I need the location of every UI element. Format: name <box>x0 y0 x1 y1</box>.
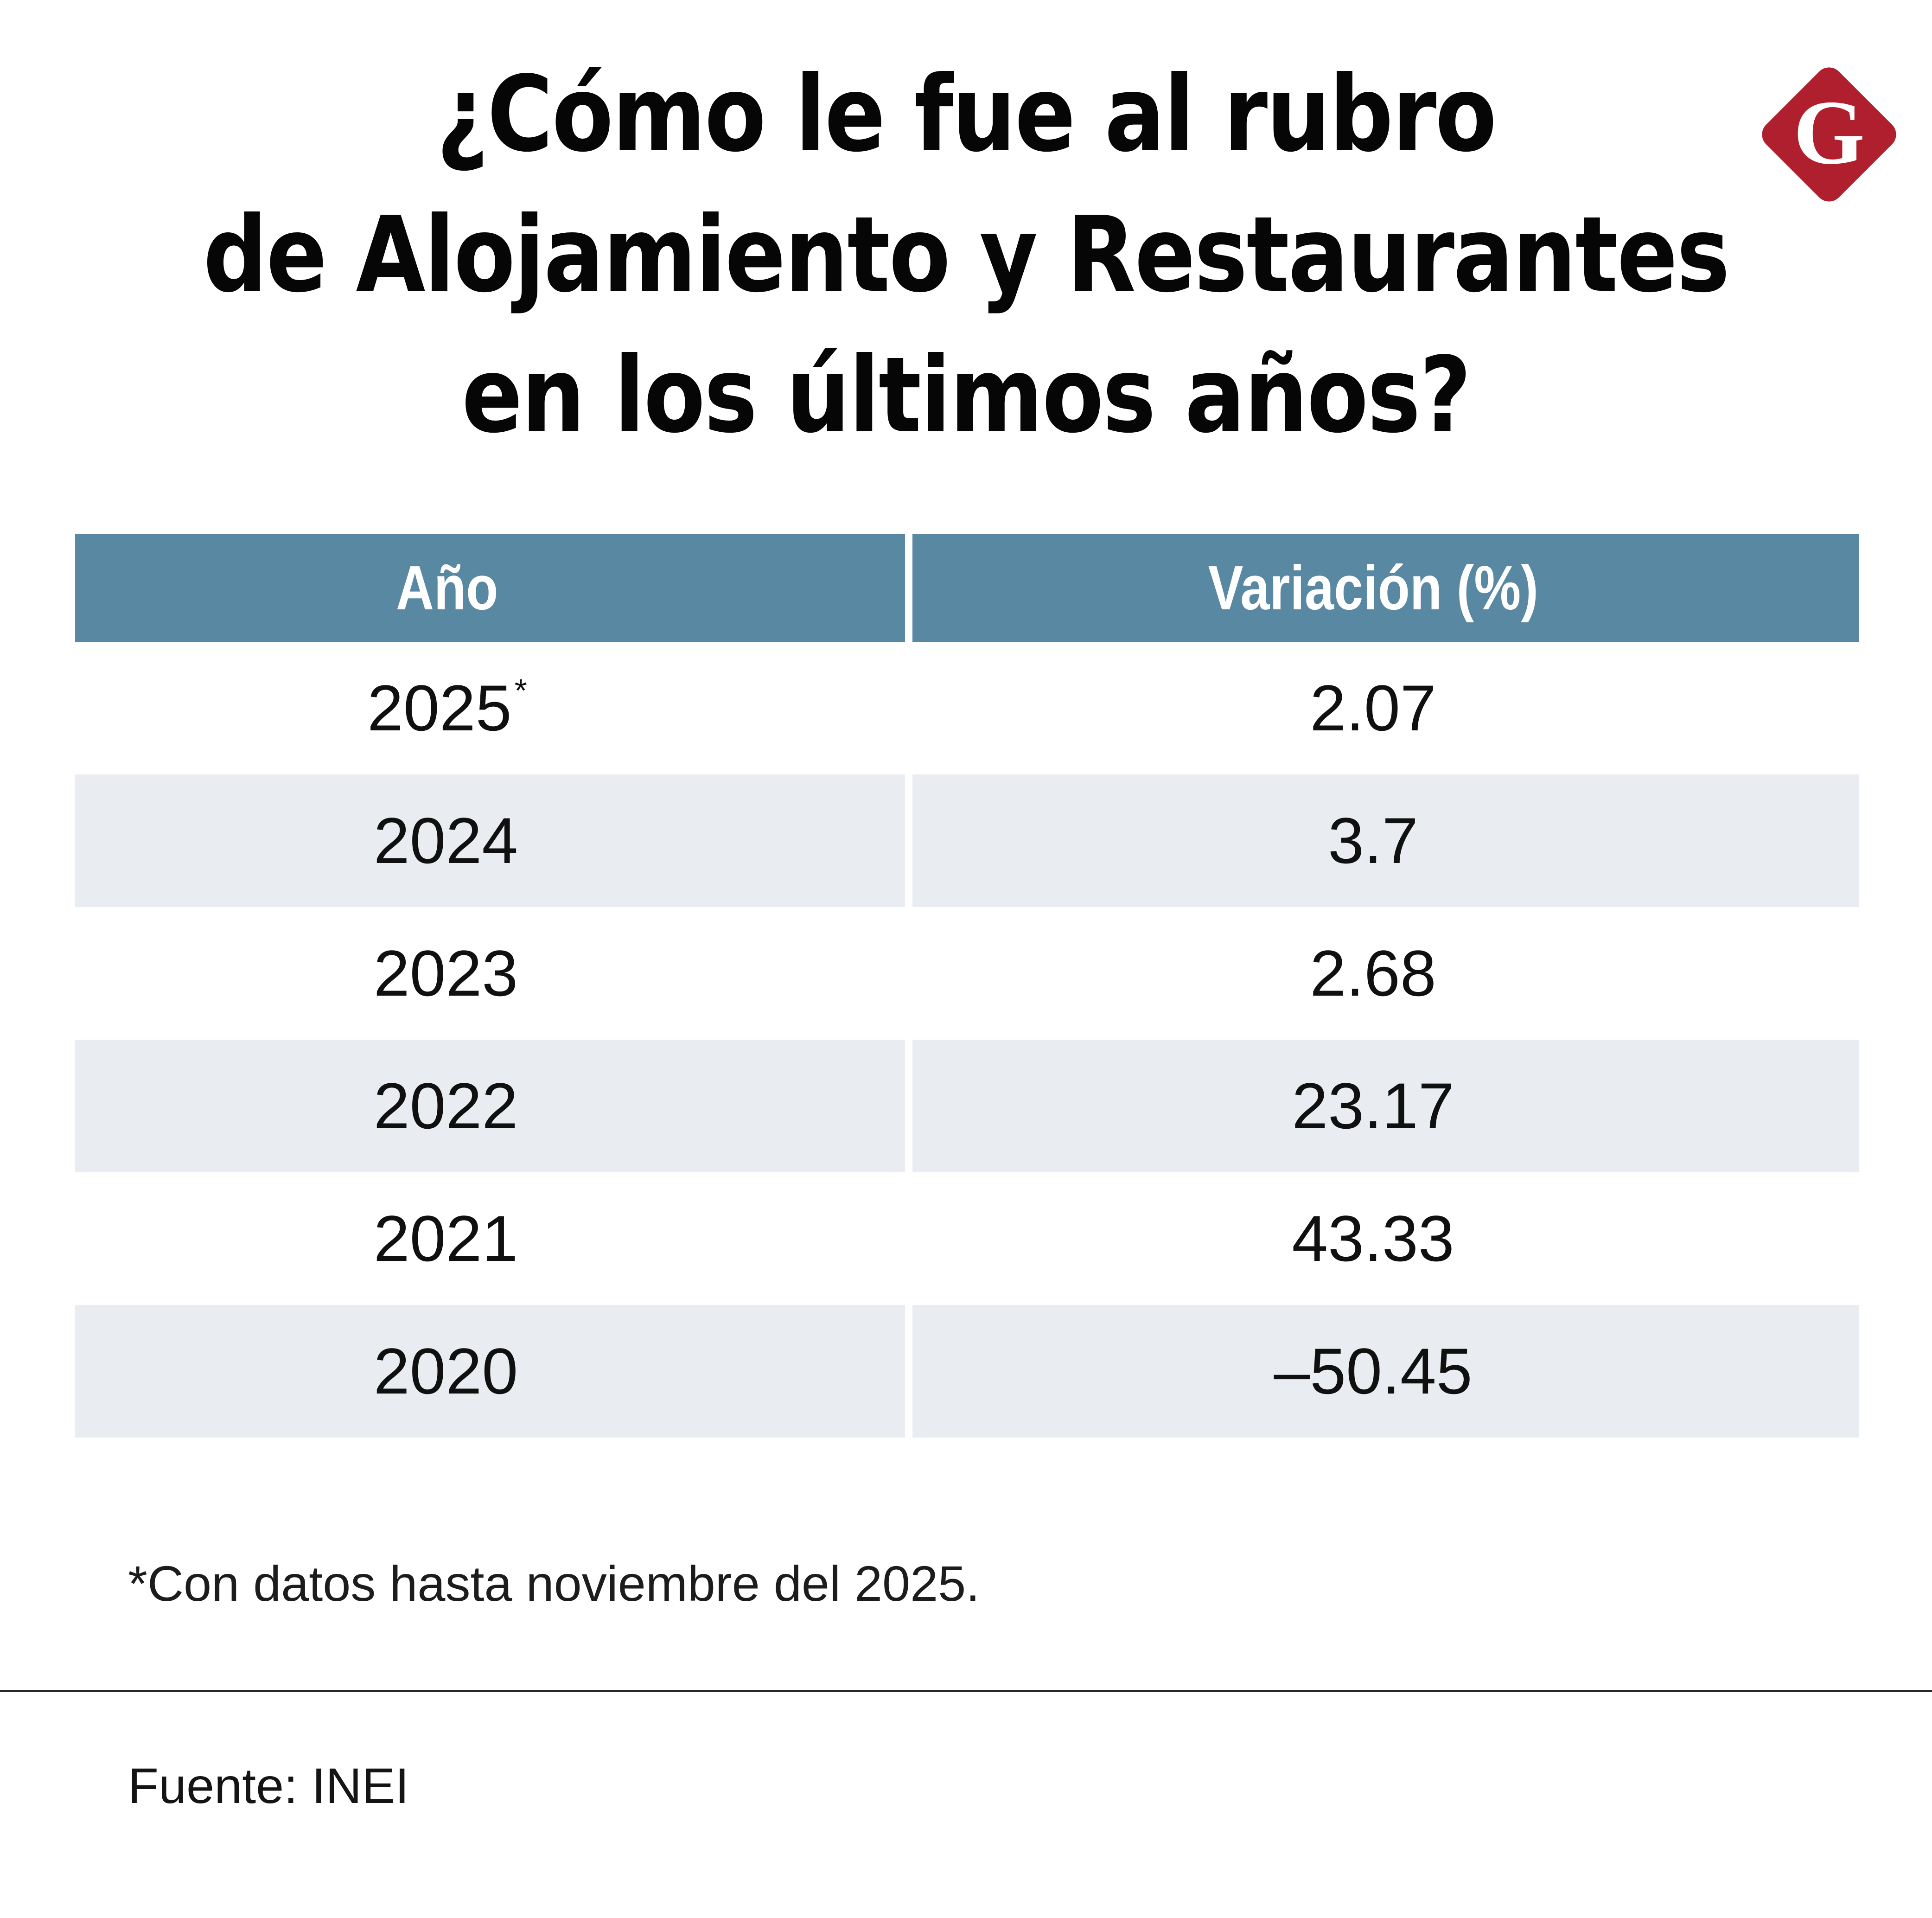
year-cell: 2024 <box>75 774 905 907</box>
table-row: 2022 23.17 <box>75 1040 1859 1172</box>
table-row: 2020 –50.45 <box>75 1305 1859 1438</box>
table-row: 2023 2.68 <box>75 907 1859 1040</box>
column-header-variation: Variación (%) <box>912 534 1859 642</box>
year-cell: 2020 <box>75 1305 905 1438</box>
title-line-3: en los últimos años? <box>461 335 1472 456</box>
table-row: 2024 3.7 <box>75 774 1859 907</box>
variation-cell: 43.33 <box>1292 1202 1454 1275</box>
divider-line <box>0 1690 1932 1692</box>
footnote: *Con datos hasta noviembre del 2025. <box>128 1555 980 1611</box>
column-header-year: Año <box>75 534 905 642</box>
variation-cell: –50.45 <box>912 1305 1859 1438</box>
year-cell: 2025 * <box>367 671 527 744</box>
title-line-2: de Alojamiento y Restaurantes <box>203 194 1730 316</box>
brand-logo-letter: G <box>1793 81 1865 183</box>
year-cell: 2021 <box>373 1202 518 1275</box>
table-row: 2021 43.33 <box>75 1172 1859 1305</box>
year-cell: 2023 <box>373 937 518 1010</box>
variation-cell: 2.07 <box>1310 671 1436 744</box>
data-table: Año Variación (%) 2025 * 2.07 2024 3.7 20… <box>75 534 1859 1438</box>
year-cell: 2022 <box>75 1040 905 1172</box>
variation-cell: 3.7 <box>912 774 1859 907</box>
table-row: 2025 * 2.07 <box>75 642 1859 774</box>
title-line-1: ¿Cómo le fue al rubro <box>436 54 1497 175</box>
year-note-asterisk: * <box>514 672 527 709</box>
source-text: Fuente: INEI <box>128 1758 409 1814</box>
variation-cell: 2.68 <box>1310 937 1436 1010</box>
page-title: ¿Cómo le fue al rubro de Alojamiento y R… <box>135 45 1797 466</box>
table-header-row: Año Variación (%) <box>75 534 1859 642</box>
variation-cell: 23.17 <box>912 1040 1859 1172</box>
